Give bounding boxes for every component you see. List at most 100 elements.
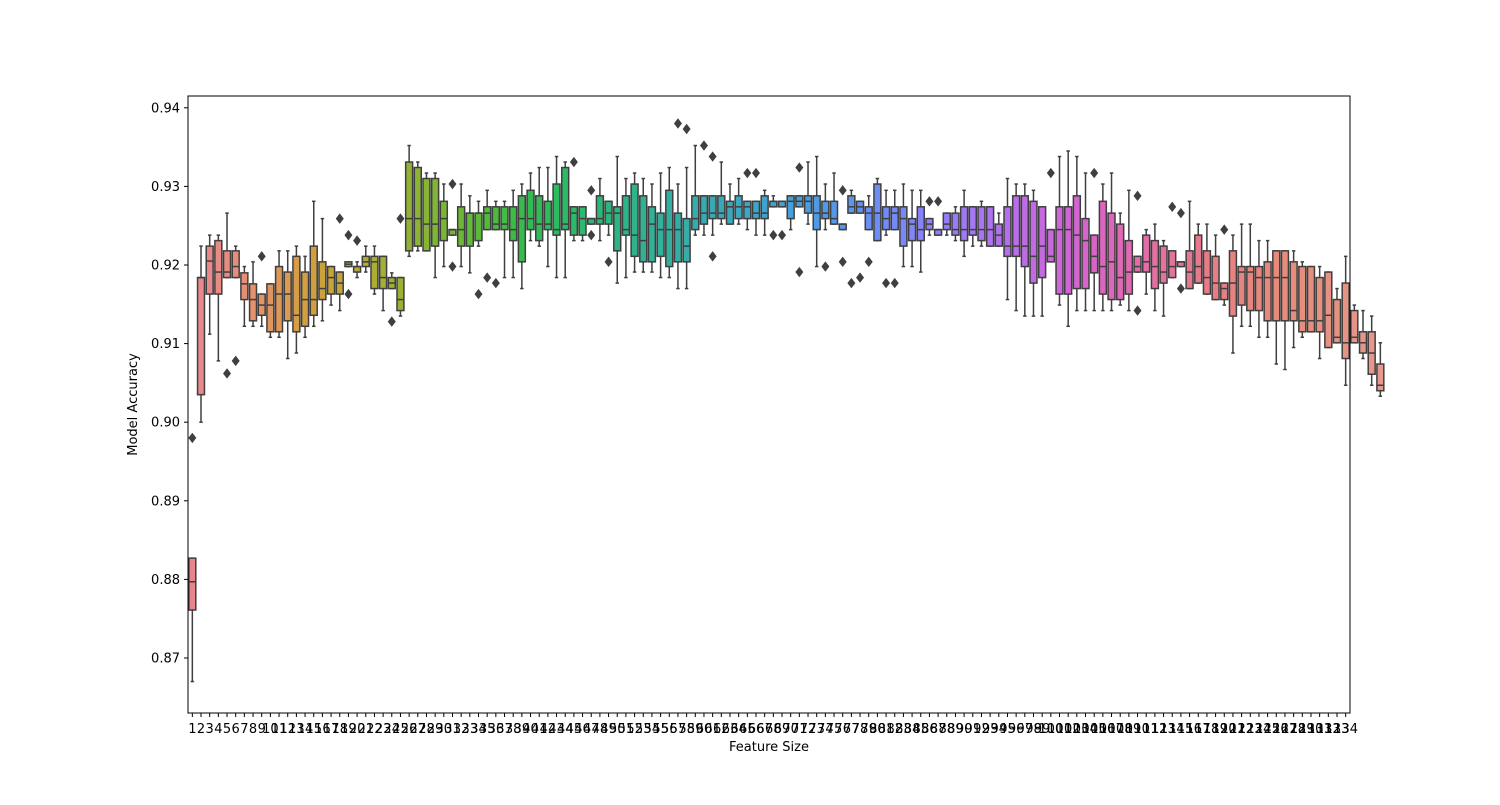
- box-14: [300, 255, 310, 339]
- box-body: [560, 166, 570, 231]
- box-body: [1168, 250, 1177, 279]
- box-21: [361, 245, 370, 273]
- outlier-point: [847, 277, 856, 289]
- y-tick-label: 0.92: [151, 258, 180, 273]
- box-59: [691, 144, 700, 236]
- x-tick-label: 127: [1273, 722, 1298, 737]
- x-tick-label: 58: [678, 722, 695, 737]
- box-71: [795, 162, 804, 278]
- x-tick-label: 86: [921, 722, 938, 737]
- box-115: [1176, 207, 1186, 294]
- box-body: [639, 195, 648, 263]
- box-body: [1332, 298, 1342, 344]
- outlier-point: [344, 288, 353, 300]
- outlier-point: [1133, 190, 1142, 202]
- x-tick-label: 43: [548, 722, 565, 737]
- x-tick-label: 76: [834, 722, 851, 737]
- x-tick-label: 91: [965, 722, 982, 737]
- box-131: [1315, 265, 1324, 360]
- x-tick-label: 61: [704, 722, 721, 737]
- box-75: [829, 172, 839, 225]
- box-37: [500, 200, 509, 279]
- outlier-point: [778, 229, 787, 241]
- x-tick-label: 122: [1229, 722, 1254, 737]
- x-tick-label: 2: [197, 722, 205, 737]
- x-tick-label: 33: [462, 722, 479, 737]
- box-body: [1289, 261, 1298, 322]
- box-46: [578, 206, 587, 242]
- box-114: [1168, 201, 1177, 279]
- x-tick-label: 88: [938, 722, 955, 737]
- box-body: [1037, 206, 1047, 279]
- box-body: [508, 206, 518, 242]
- box-body: [352, 265, 362, 273]
- x-tick-label: 40: [522, 722, 539, 737]
- box-103: [1072, 155, 1082, 312]
- x-tick-label: 108: [1108, 722, 1133, 737]
- outlier-point: [1168, 201, 1177, 213]
- outlier-point: [1133, 305, 1142, 316]
- outlier-point: [344, 229, 353, 241]
- box-body: [968, 206, 978, 236]
- box-72: [803, 161, 813, 225]
- box-body: [1029, 200, 1038, 284]
- box-15: [309, 200, 318, 328]
- x-tick-label: 9: [258, 722, 266, 737]
- box-body: [717, 195, 726, 220]
- x-tick-label: 131: [1307, 722, 1332, 737]
- box-body: [309, 245, 318, 317]
- x-tick-label: 39: [514, 722, 531, 737]
- box-body: [1280, 250, 1290, 322]
- x-tick-label: 48: [592, 722, 609, 737]
- box-111: [1141, 228, 1151, 295]
- x-tick-label: 100: [1038, 722, 1063, 737]
- x-tick-label: 51: [618, 722, 635, 737]
- x-tick-label: 90: [956, 722, 973, 737]
- box-body: [283, 271, 292, 322]
- box-body: [1306, 265, 1316, 333]
- box-body: [1254, 265, 1264, 312]
- outlier-point: [1176, 207, 1185, 219]
- box-body: [873, 183, 882, 242]
- box-body: [1185, 250, 1194, 290]
- x-tick-label: 22: [366, 722, 383, 737]
- x-tick-label: 72: [800, 722, 817, 737]
- box-body: [829, 200, 839, 225]
- box-body: [404, 161, 414, 252]
- box-body: [266, 283, 275, 333]
- outlier-point: [1090, 167, 1099, 179]
- box-body: [1159, 245, 1168, 284]
- box-122: [1237, 223, 1246, 328]
- x-tick-label: 62: [713, 722, 730, 737]
- x-tick-label: 78: [852, 722, 869, 737]
- box-82: [890, 189, 899, 289]
- box-97: [1020, 183, 1030, 317]
- box-108: [1115, 212, 1125, 306]
- box-body: [847, 195, 856, 214]
- box-43: [552, 155, 561, 279]
- box-47: [587, 185, 596, 241]
- box-body: [1298, 265, 1307, 333]
- outlier-point: [188, 432, 197, 444]
- box-body: [665, 189, 674, 268]
- x-tick-label: 94: [991, 722, 1008, 737]
- box-body: [803, 195, 813, 214]
- box-81: [881, 189, 891, 289]
- box-58: [682, 123, 691, 290]
- box-70: [786, 195, 795, 231]
- box-24: [387, 272, 397, 327]
- box-85: [916, 189, 925, 273]
- box-11: [274, 250, 284, 339]
- box-6: [231, 245, 240, 367]
- outlier-point: [925, 196, 934, 207]
- box-body: [1220, 282, 1229, 301]
- x-tick-label: 60: [696, 722, 713, 737]
- box-94: [994, 212, 1004, 247]
- outlier-point: [838, 256, 847, 268]
- box-3: [205, 234, 214, 335]
- box-body: [231, 250, 240, 279]
- box-body: [240, 272, 249, 301]
- outlier-point: [890, 277, 899, 289]
- box-38: [508, 189, 518, 279]
- box-body: [1141, 234, 1151, 273]
